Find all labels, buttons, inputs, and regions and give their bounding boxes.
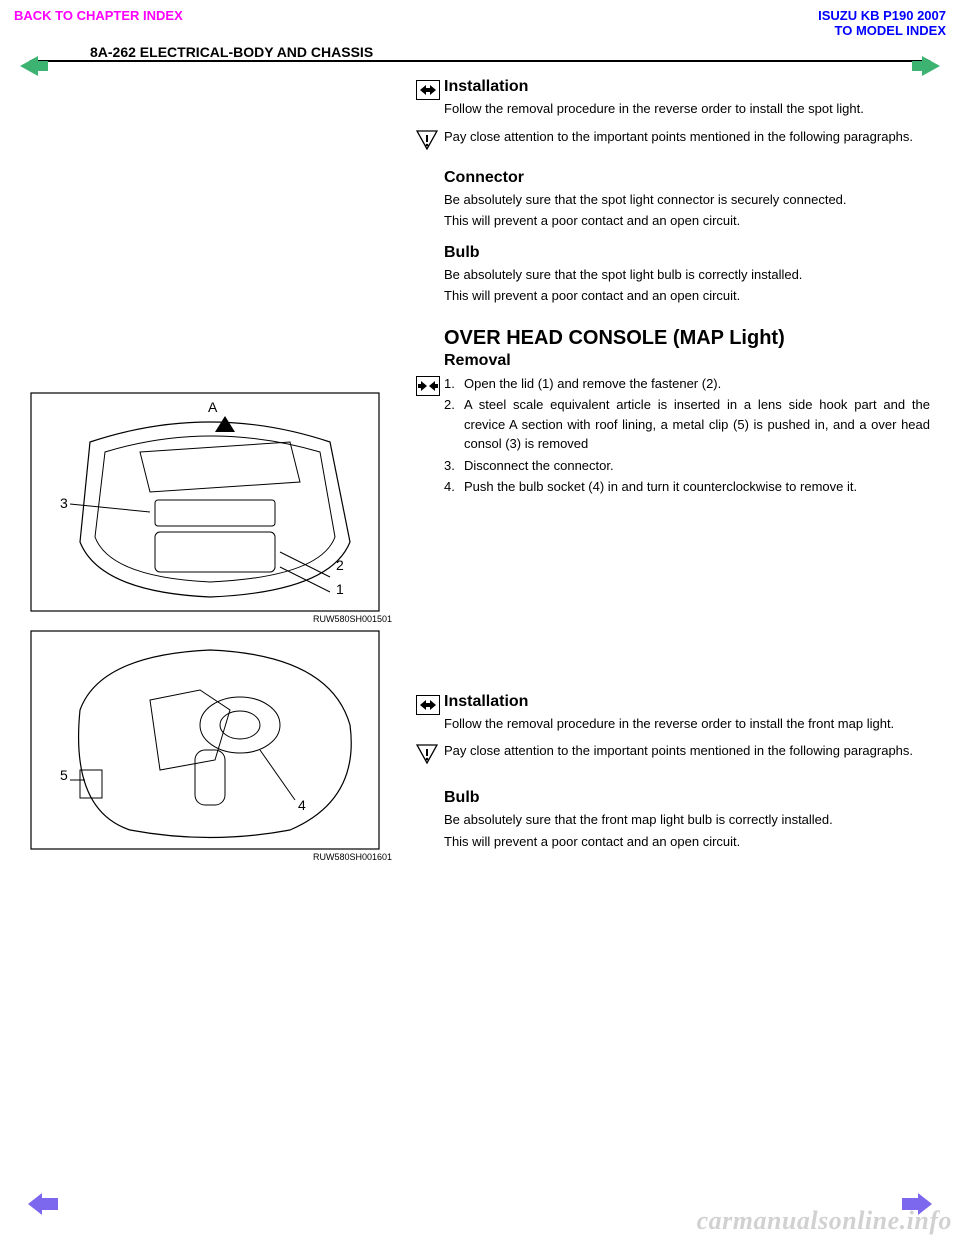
overhead-steps: 1.Open the lid (1) and remove the fasten…	[444, 374, 930, 497]
figure-1: A 3 2 1 RUW580SH001501	[30, 392, 410, 624]
install-arrows-icon	[416, 80, 440, 100]
bulb-1-p1: Be absolutely sure that the spot light b…	[444, 266, 930, 284]
install-arrows-icon	[416, 695, 440, 715]
fig1-label-1: 1	[336, 581, 344, 597]
bulb-1-p2: This will prevent a poor contact and an …	[444, 287, 930, 305]
installation-2-title: Installation	[444, 693, 930, 711]
connector-title: Connector	[444, 169, 930, 187]
figure-2: 5 4 RUW580SH001601	[30, 630, 410, 862]
list-item: 2.A steel scale equivalent article is in…	[444, 395, 930, 454]
bulb-2-title: Bulb	[444, 789, 930, 807]
prev-page-arrow-top[interactable]	[20, 56, 48, 81]
page-header: 8A-262 ELECTRICAL-BODY AND CHASSIS	[30, 42, 930, 62]
watermark: carmanualsonline.info	[697, 1206, 952, 1236]
installation-2-p1: Follow the removal procedure in the reve…	[444, 715, 930, 733]
next-page-arrow-top[interactable]	[912, 56, 940, 81]
bulb-1-title: Bulb	[444, 244, 930, 262]
installation-1-p1: Follow the removal procedure in the reve…	[444, 100, 930, 118]
overhead-title: OVER HEAD CONSOLE (MAP Light)	[444, 327, 930, 350]
model-link-2[interactable]: TO MODEL INDEX	[818, 23, 946, 38]
connector-p1: Be absolutely sure that the spot light c…	[444, 191, 930, 209]
fig2-label-5: 5	[60, 767, 68, 783]
model-links: ISUZU KB P190 2007 TO MODEL INDEX	[818, 8, 946, 38]
caution-triangle-icon	[416, 130, 438, 150]
list-item: 1.Open the lid (1) and remove the fasten…	[444, 374, 930, 394]
fig1-label-A: A	[208, 399, 218, 415]
overhead-subtitle: Removal	[444, 352, 930, 370]
fig1-label-3: 3	[60, 495, 68, 511]
figure-1-caption: RUW580SH001501	[30, 614, 410, 624]
model-link-1[interactable]: ISUZU KB P190 2007	[818, 8, 946, 23]
remove-arrows-icon	[416, 376, 440, 396]
figure-2-caption: RUW580SH001601	[30, 852, 410, 862]
installation-1-title: Installation	[444, 78, 930, 96]
text-column: Installation Follow the removal procedur…	[410, 62, 930, 868]
caution-triangle-icon	[416, 744, 438, 764]
prev-page-arrow-bottom[interactable]	[28, 1193, 58, 1220]
list-item: 3.Disconnect the connector.	[444, 456, 930, 476]
list-item: 4.Push the bulb socket (4) in and turn i…	[444, 477, 930, 497]
figures-column: A 3 2 1 RUW580SH001501	[30, 62, 410, 868]
fig2-label-4: 4	[298, 797, 306, 813]
fig1-label-2: 2	[336, 557, 344, 573]
back-to-chapter-link[interactable]: BACK TO CHAPTER INDEX	[14, 8, 183, 38]
top-nav: BACK TO CHAPTER INDEX ISUZU KB P190 2007…	[0, 0, 960, 38]
bulb-2-p1: Be absolutely sure that the front map li…	[444, 811, 930, 829]
bulb-2-p2: This will prevent a poor contact and an …	[444, 833, 930, 851]
installation-2-p2: Pay close attention to the important poi…	[444, 742, 930, 760]
connector-p2: This will prevent a poor contact and an …	[444, 212, 930, 230]
installation-1-p2: Pay close attention to the important poi…	[444, 128, 930, 146]
